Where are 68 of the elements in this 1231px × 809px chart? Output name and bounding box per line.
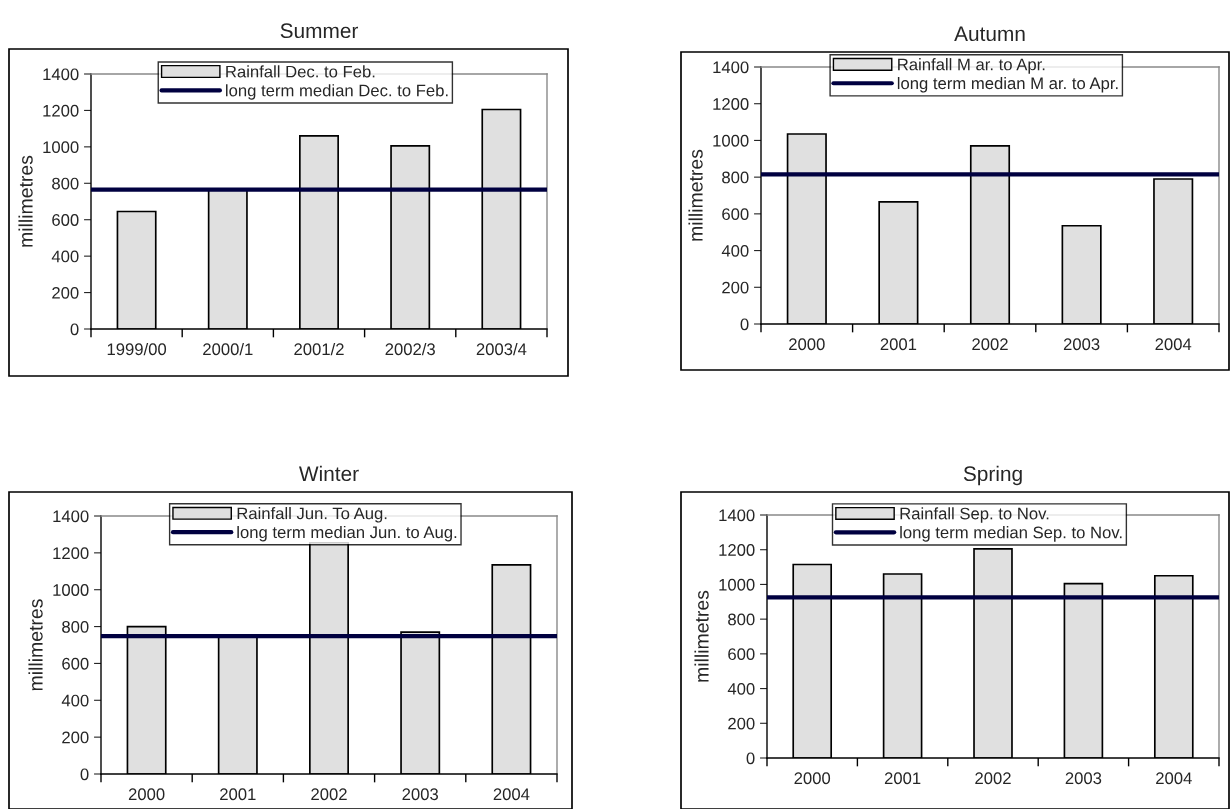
y-axis-title: millimetres: [28, 599, 43, 691]
y-tick-label: 1000: [43, 141, 79, 154]
y-tick-label: 200: [722, 281, 749, 294]
x-tick-label: 2003/4: [476, 342, 527, 356]
legend-label: long term median Jun. to Aug.: [237, 525, 457, 542]
y-tick-label: 1400: [43, 68, 79, 81]
legend-label: long term median Sep. to Nov.: [900, 526, 1122, 542]
y-axis-title: millimetres: [18, 155, 33, 247]
y-tick-label: 1400: [53, 510, 89, 523]
y-tick-label: 800: [722, 171, 749, 184]
y-tick-label: 0: [740, 318, 749, 331]
y-axis-title: millimetres: [694, 590, 709, 682]
x-tick-label: 2002: [975, 772, 1011, 785]
legend-label: long term median Dec. to Feb.: [226, 84, 448, 100]
y-tick-label: 400: [61, 694, 89, 707]
y-tick-label: 0: [746, 752, 755, 765]
legend-label: Rainfall M ar. to Apr.: [898, 58, 1045, 74]
x-tick-label: 2000: [789, 338, 825, 351]
x-tick-label: 2000/1: [203, 342, 253, 356]
y-tick-label: 600: [52, 214, 79, 226]
y-tick-label: 800: [52, 177, 79, 190]
y-tick-label: 200: [728, 717, 755, 730]
y-tick-label: 1200: [43, 104, 79, 117]
y-tick-label: 200: [52, 286, 79, 299]
x-tick-label: 2004: [493, 788, 530, 801]
x-tick-label: 2000: [128, 788, 165, 801]
x-tick-label: 2003: [1065, 772, 1102, 785]
x-tick-label: 2002/3: [385, 342, 435, 356]
x-tick-label: 2004: [1155, 338, 1192, 351]
y-tick-label: 800: [62, 620, 89, 633]
y-tick-label: 1000: [713, 134, 749, 147]
y-tick-label: 0: [80, 768, 89, 781]
y-tick-label: 1400: [713, 61, 749, 74]
x-tick-label: 2001: [884, 772, 921, 785]
y-tick-label: 800: [728, 613, 755, 626]
chart-title: Spring: [963, 465, 1022, 486]
x-tick-label: 2001/2: [294, 342, 344, 356]
y-tick-label: 600: [728, 648, 755, 661]
x-tick-label: 2001: [880, 338, 917, 351]
y-tick-label: 400: [721, 244, 749, 257]
y-tick-label: 1000: [719, 578, 755, 591]
y-tick-label: 1000: [53, 584, 89, 596]
y-tick-label: 1400: [719, 509, 755, 522]
x-tick-label: 2002: [311, 788, 347, 801]
x-tick-label: 2002: [972, 338, 1008, 351]
y-tick-label: 200: [62, 731, 89, 744]
legend-label: long term median M ar. to Apr.: [897, 76, 1118, 93]
chart-title: Autumn: [954, 26, 1025, 42]
chart-title: Winter: [299, 465, 359, 482]
y-axis-title: millimetres: [688, 149, 703, 241]
y-tick-label: 400: [727, 682, 755, 695]
x-tick-label: 2003: [402, 788, 439, 801]
x-tick-label: 2003: [1063, 338, 1100, 351]
y-tick-label: 600: [62, 657, 89, 670]
legend-label: Rainfall Jun. To Aug.: [237, 507, 387, 523]
x-tick-label: 2001: [220, 788, 256, 801]
x-tick-label: 1999/00: [107, 342, 167, 356]
y-tick-label: 1200: [719, 544, 755, 556]
y-tick-label: 0: [70, 323, 79, 336]
x-tick-label: 2004: [1156, 772, 1192, 785]
y-tick-label: 1200: [713, 98, 749, 110]
chart-title: Summer: [280, 23, 359, 39]
y-tick-label: 600: [722, 208, 749, 221]
x-tick-label: 2000: [794, 772, 831, 785]
y-tick-label: 1200: [53, 547, 89, 560]
legend-label: Rainfall Dec. to Feb.: [226, 65, 375, 78]
legend-label: Rainfall Sep. to Nov.: [900, 507, 1049, 523]
y-tick-label: 400: [51, 250, 79, 263]
